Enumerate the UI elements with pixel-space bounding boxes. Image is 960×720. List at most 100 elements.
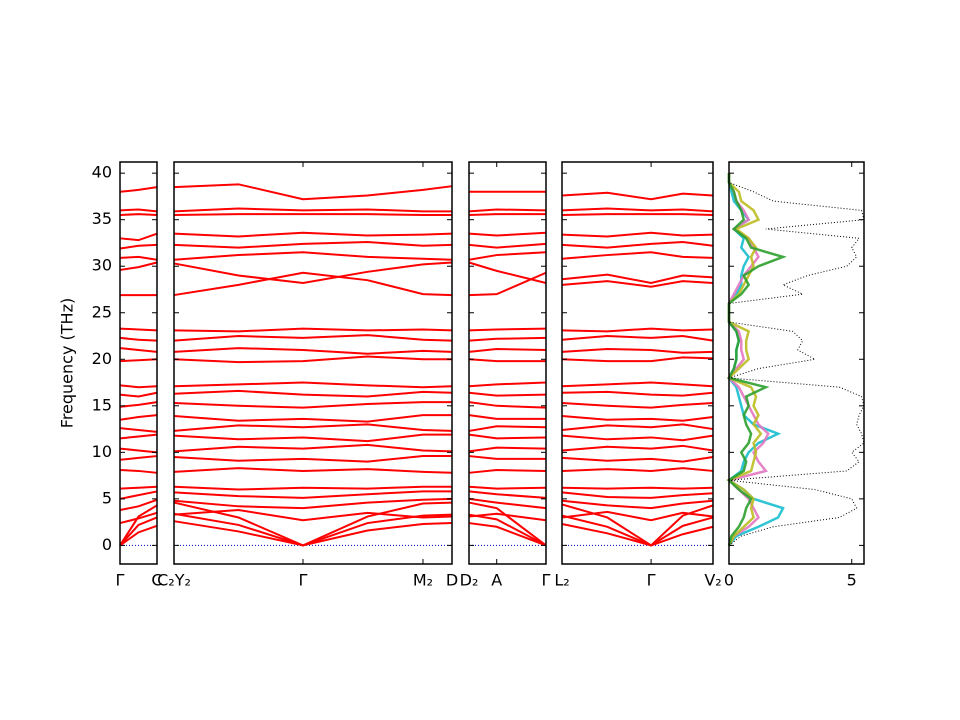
band xyxy=(468,469,547,474)
band xyxy=(119,455,158,461)
x-tick-label: Γ xyxy=(116,571,125,590)
band xyxy=(119,384,158,389)
panel-frame xyxy=(728,161,865,565)
band xyxy=(468,261,547,284)
band xyxy=(468,401,547,409)
band xyxy=(561,402,714,409)
band xyxy=(561,327,714,333)
band xyxy=(468,522,547,547)
band xyxy=(468,425,547,432)
band xyxy=(468,512,547,522)
band xyxy=(468,208,547,213)
band xyxy=(119,347,158,353)
x-tick-label: Γ xyxy=(647,571,656,590)
band xyxy=(119,213,158,217)
y-axis-label: Frequency (THz) xyxy=(58,298,77,428)
band xyxy=(173,520,453,547)
band xyxy=(119,391,158,398)
band xyxy=(561,213,714,217)
band xyxy=(173,183,453,201)
band xyxy=(468,251,547,261)
band xyxy=(119,490,158,500)
band xyxy=(119,447,158,454)
x-tick-label: 5 xyxy=(847,571,857,590)
band xyxy=(119,516,158,547)
band xyxy=(119,401,158,408)
x-tick-label: Γ xyxy=(542,571,551,590)
panel-frame xyxy=(468,161,547,565)
band xyxy=(119,208,158,213)
x-tick-label: L₂ xyxy=(554,571,569,590)
x-tick-label: D xyxy=(446,571,458,590)
band xyxy=(119,469,158,474)
panel-frame xyxy=(119,161,158,565)
band xyxy=(468,348,547,353)
band xyxy=(468,433,547,440)
partial-dos xyxy=(726,173,787,546)
band xyxy=(173,455,452,463)
band xyxy=(468,358,546,363)
y-tick-label: 20 xyxy=(92,349,112,368)
x-tick-label: A xyxy=(491,571,502,590)
y-tick-label: 15 xyxy=(92,395,112,414)
band xyxy=(119,261,158,271)
band xyxy=(119,524,158,547)
band xyxy=(119,232,158,242)
band xyxy=(561,499,714,510)
band xyxy=(561,251,714,260)
band xyxy=(561,241,714,249)
band xyxy=(173,509,453,522)
band xyxy=(119,414,158,421)
x-tick-label: C xyxy=(151,571,162,590)
panel-frame xyxy=(173,161,453,565)
band xyxy=(173,213,452,217)
band xyxy=(468,455,546,460)
band xyxy=(468,497,547,510)
band xyxy=(468,336,547,342)
band xyxy=(468,490,547,499)
band xyxy=(119,327,158,332)
band xyxy=(561,456,714,463)
x-tick-label: D₂ xyxy=(460,571,479,590)
band xyxy=(119,243,158,250)
band xyxy=(119,186,158,193)
band xyxy=(119,358,158,363)
band xyxy=(173,334,453,342)
band xyxy=(468,213,546,217)
y-tick-label: 10 xyxy=(92,442,112,461)
band xyxy=(173,347,453,355)
band xyxy=(119,511,158,525)
y-tick-label: 5 xyxy=(102,488,112,507)
band xyxy=(468,271,547,297)
band xyxy=(119,336,158,342)
panel-frame xyxy=(561,161,714,565)
band xyxy=(173,241,453,249)
band xyxy=(173,433,452,443)
band xyxy=(173,443,453,453)
band xyxy=(561,434,714,442)
band xyxy=(561,335,714,342)
y-tick-label: 25 xyxy=(92,302,112,321)
x-tick-label: M₂ xyxy=(413,571,433,590)
band xyxy=(561,491,714,499)
band xyxy=(561,423,714,431)
band xyxy=(561,486,714,490)
y-tick-label: 0 xyxy=(102,535,112,554)
band xyxy=(173,251,453,261)
band xyxy=(561,356,714,363)
band xyxy=(561,467,714,472)
band xyxy=(119,485,158,490)
band xyxy=(173,271,453,297)
band xyxy=(468,501,547,547)
band xyxy=(173,261,453,284)
band xyxy=(173,231,453,238)
y-tick-label: 40 xyxy=(92,163,112,182)
band xyxy=(173,327,453,333)
band xyxy=(173,423,453,432)
band xyxy=(561,415,714,422)
band xyxy=(173,381,453,389)
band xyxy=(561,231,714,238)
band xyxy=(468,242,547,249)
band xyxy=(173,389,453,398)
